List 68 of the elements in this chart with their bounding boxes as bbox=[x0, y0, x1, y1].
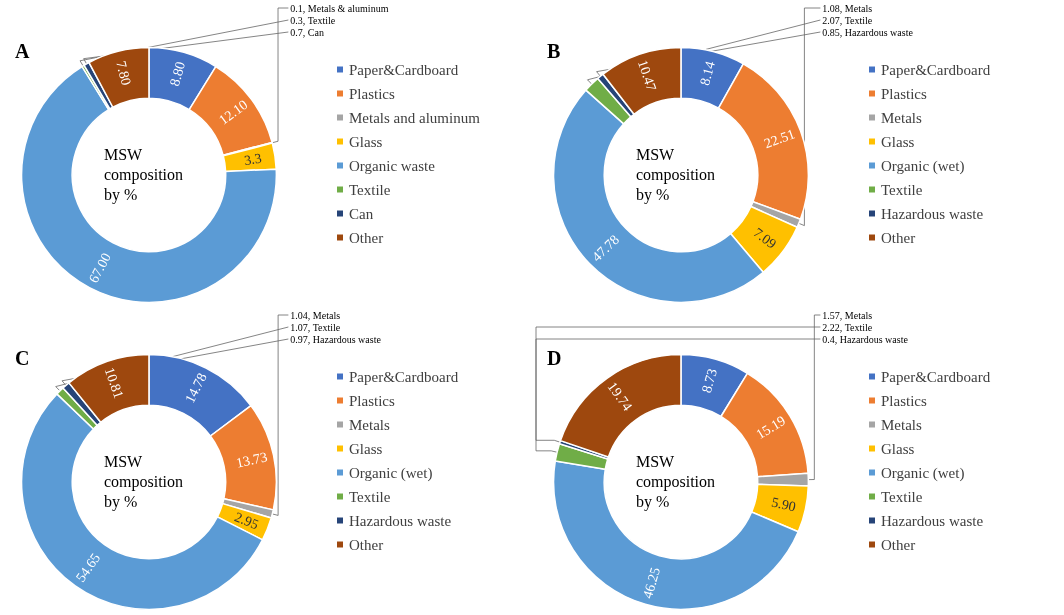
data-label: 1.57, Metals bbox=[822, 309, 873, 321]
text: MSW composition by % bbox=[103, 146, 188, 205]
data-label: 0.97, Hazardous waste bbox=[290, 333, 382, 345]
legend-label: Textile bbox=[881, 488, 923, 505]
data-label: 0.3, Textile bbox=[290, 14, 336, 26]
legend-label: Textile bbox=[349, 181, 391, 198]
data-label: 46.25 bbox=[639, 565, 664, 601]
text: MSW composition by % bbox=[635, 146, 720, 205]
text: A bbox=[15, 40, 30, 62]
data-label: 14.78 bbox=[182, 370, 210, 406]
data-label: 8.73 bbox=[698, 367, 720, 395]
legend-label: Other bbox=[349, 229, 384, 246]
legend-label: Organic (wet) bbox=[349, 464, 433, 482]
legend-label: Plastics bbox=[881, 392, 927, 409]
legend-label: Metals bbox=[881, 416, 922, 433]
data-label: 1.04, Metals bbox=[290, 309, 341, 321]
legend-label: Organic (wet) bbox=[881, 157, 965, 175]
data-label: 3.3 bbox=[243, 150, 263, 169]
data-label: 67.00 bbox=[85, 250, 114, 286]
data-label: 10.47 bbox=[634, 58, 660, 93]
data-label: 13.73 bbox=[234, 449, 269, 471]
data-label: 1.07, Textile bbox=[290, 321, 341, 333]
legend-label: Plastics bbox=[349, 85, 395, 102]
legend-label: Plastics bbox=[349, 392, 395, 409]
data-label: 2.95 bbox=[232, 509, 261, 533]
legend-label: Glass bbox=[881, 440, 915, 457]
data-label: 5.90 bbox=[770, 494, 798, 515]
data-label: 15.19 bbox=[753, 412, 789, 443]
data-label: 7.80 bbox=[113, 59, 134, 87]
data-label: 0.1, Metals & aluminum bbox=[290, 2, 389, 14]
data-label: 8.14 bbox=[697, 59, 718, 88]
legend-label: Hazardous waste bbox=[881, 512, 984, 529]
legend-label: Other bbox=[349, 536, 384, 553]
legend-label: Glass bbox=[349, 440, 383, 457]
data-label: 0.85, Hazardous waste bbox=[822, 26, 914, 38]
text: B bbox=[547, 40, 561, 62]
legend-label: Organic waste bbox=[349, 157, 436, 174]
legend-label: Hazardous waste bbox=[881, 205, 984, 222]
data-label: 7.09 bbox=[750, 224, 780, 252]
legend-label: Glass bbox=[349, 133, 383, 150]
legend-label: Paper&Cardboard bbox=[881, 368, 991, 385]
legend-label: Metals bbox=[349, 416, 390, 433]
legend-label: Other bbox=[881, 536, 916, 553]
legend-label: Plastics bbox=[881, 85, 927, 102]
legend-label: Paper&Cardboard bbox=[881, 61, 991, 78]
data-label: 8.80 bbox=[167, 60, 189, 88]
legend-label: Paper&Cardboard bbox=[349, 61, 459, 78]
data-label: 10.81 bbox=[101, 365, 127, 401]
data-label: 1.08, Metals bbox=[822, 2, 873, 14]
data-label: 0.7, Can bbox=[290, 26, 324, 38]
data-label: 0.4, Hazardous waste bbox=[822, 333, 909, 345]
legend-label: Metals and aluminum bbox=[349, 109, 481, 126]
text: MSW composition by % bbox=[635, 453, 720, 512]
legend-label: Organic (wet) bbox=[881, 464, 965, 482]
legend-label: Textile bbox=[349, 488, 391, 505]
legend-label: Textile bbox=[881, 181, 923, 198]
legend-label: Glass bbox=[881, 133, 915, 150]
legend-label: Other bbox=[881, 229, 916, 246]
data-label: 2.22, Textile bbox=[822, 321, 873, 333]
text: C bbox=[15, 347, 30, 369]
text: D bbox=[547, 347, 562, 369]
legend-label: Can bbox=[349, 205, 374, 222]
legend-label: Hazardous waste bbox=[349, 512, 452, 529]
data-label: 2.07, Textile bbox=[822, 14, 873, 26]
legend-label: Metals bbox=[881, 109, 922, 126]
data-label: 22.51 bbox=[762, 126, 797, 152]
legend-label: Paper&Cardboard bbox=[349, 368, 459, 385]
text: MSW composition by % bbox=[103, 453, 188, 512]
